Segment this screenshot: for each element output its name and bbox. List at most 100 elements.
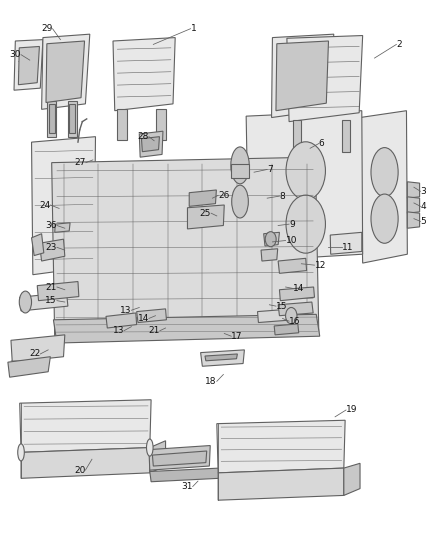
Polygon shape — [342, 119, 350, 152]
Text: 11: 11 — [342, 243, 353, 252]
Polygon shape — [106, 313, 137, 328]
Polygon shape — [39, 239, 65, 261]
Polygon shape — [152, 451, 207, 466]
Polygon shape — [407, 182, 420, 198]
Polygon shape — [205, 354, 237, 361]
Text: 36: 36 — [46, 221, 57, 230]
Text: 20: 20 — [74, 466, 85, 474]
Ellipse shape — [146, 439, 153, 456]
Text: 29: 29 — [41, 24, 53, 33]
Polygon shape — [139, 131, 163, 157]
Text: 27: 27 — [74, 158, 86, 167]
Polygon shape — [201, 350, 244, 366]
Polygon shape — [407, 197, 420, 213]
Polygon shape — [52, 157, 319, 342]
Text: 21: 21 — [46, 282, 57, 292]
Polygon shape — [53, 314, 320, 343]
Polygon shape — [113, 38, 175, 111]
Text: 1: 1 — [191, 24, 196, 33]
Polygon shape — [279, 287, 314, 301]
Polygon shape — [218, 468, 344, 500]
Polygon shape — [287, 36, 363, 122]
Polygon shape — [264, 232, 279, 246]
Polygon shape — [20, 400, 151, 453]
Ellipse shape — [19, 291, 32, 313]
Text: 15: 15 — [46, 296, 57, 305]
Polygon shape — [69, 104, 75, 133]
Polygon shape — [276, 41, 328, 111]
Ellipse shape — [265, 232, 276, 247]
Ellipse shape — [371, 194, 398, 243]
Polygon shape — [20, 293, 68, 311]
Text: 31: 31 — [181, 482, 193, 491]
Polygon shape — [46, 41, 85, 102]
Polygon shape — [293, 119, 301, 152]
Polygon shape — [274, 324, 299, 335]
Polygon shape — [258, 309, 293, 322]
Polygon shape — [344, 463, 360, 495]
Text: 7: 7 — [267, 165, 273, 174]
Text: 24: 24 — [39, 200, 50, 209]
Polygon shape — [32, 233, 44, 255]
Text: 4: 4 — [420, 202, 426, 211]
Text: 8: 8 — [279, 192, 285, 200]
Text: 28: 28 — [138, 132, 149, 141]
Text: 13: 13 — [120, 306, 131, 314]
Text: 30: 30 — [10, 50, 21, 59]
Text: 10: 10 — [286, 236, 297, 245]
Text: 21: 21 — [148, 326, 160, 335]
Polygon shape — [141, 136, 159, 152]
Polygon shape — [11, 335, 65, 362]
Polygon shape — [156, 109, 166, 140]
Text: 9: 9 — [289, 220, 295, 229]
Ellipse shape — [371, 148, 398, 197]
Polygon shape — [14, 39, 43, 90]
Text: 26: 26 — [218, 191, 230, 200]
Polygon shape — [150, 441, 166, 473]
Text: 2: 2 — [396, 40, 402, 49]
Ellipse shape — [286, 308, 297, 324]
Polygon shape — [246, 111, 363, 261]
Polygon shape — [49, 104, 55, 133]
Text: 23: 23 — [46, 243, 57, 252]
Text: 13: 13 — [113, 326, 124, 335]
Ellipse shape — [18, 444, 25, 461]
Polygon shape — [360, 111, 407, 263]
Polygon shape — [278, 259, 307, 273]
Text: 22: 22 — [29, 350, 40, 359]
Text: 14: 14 — [138, 314, 149, 323]
Polygon shape — [261, 249, 278, 261]
Polygon shape — [68, 101, 77, 136]
Polygon shape — [150, 468, 220, 482]
Text: 5: 5 — [420, 217, 426, 226]
Text: 14: 14 — [293, 284, 304, 293]
Polygon shape — [231, 164, 249, 177]
Text: 6: 6 — [319, 139, 325, 148]
Polygon shape — [149, 446, 210, 470]
Polygon shape — [278, 302, 313, 316]
Polygon shape — [187, 205, 224, 229]
Polygon shape — [32, 136, 95, 274]
Polygon shape — [137, 309, 166, 322]
Polygon shape — [117, 109, 127, 140]
Polygon shape — [8, 357, 50, 377]
Text: 19: 19 — [346, 406, 357, 415]
Polygon shape — [55, 223, 70, 232]
Polygon shape — [217, 420, 345, 473]
Polygon shape — [42, 34, 90, 109]
Polygon shape — [189, 190, 216, 206]
Text: 17: 17 — [231, 332, 243, 341]
Text: 3: 3 — [420, 187, 426, 196]
Polygon shape — [18, 46, 39, 85]
Polygon shape — [272, 34, 334, 118]
Ellipse shape — [232, 185, 248, 218]
Text: 16: 16 — [289, 317, 300, 326]
Text: 15: 15 — [276, 302, 287, 311]
Polygon shape — [407, 212, 420, 228]
Polygon shape — [37, 281, 79, 301]
Polygon shape — [330, 232, 362, 254]
Text: 12: 12 — [314, 261, 326, 270]
Ellipse shape — [286, 195, 325, 253]
Ellipse shape — [231, 147, 249, 184]
Ellipse shape — [286, 142, 325, 200]
